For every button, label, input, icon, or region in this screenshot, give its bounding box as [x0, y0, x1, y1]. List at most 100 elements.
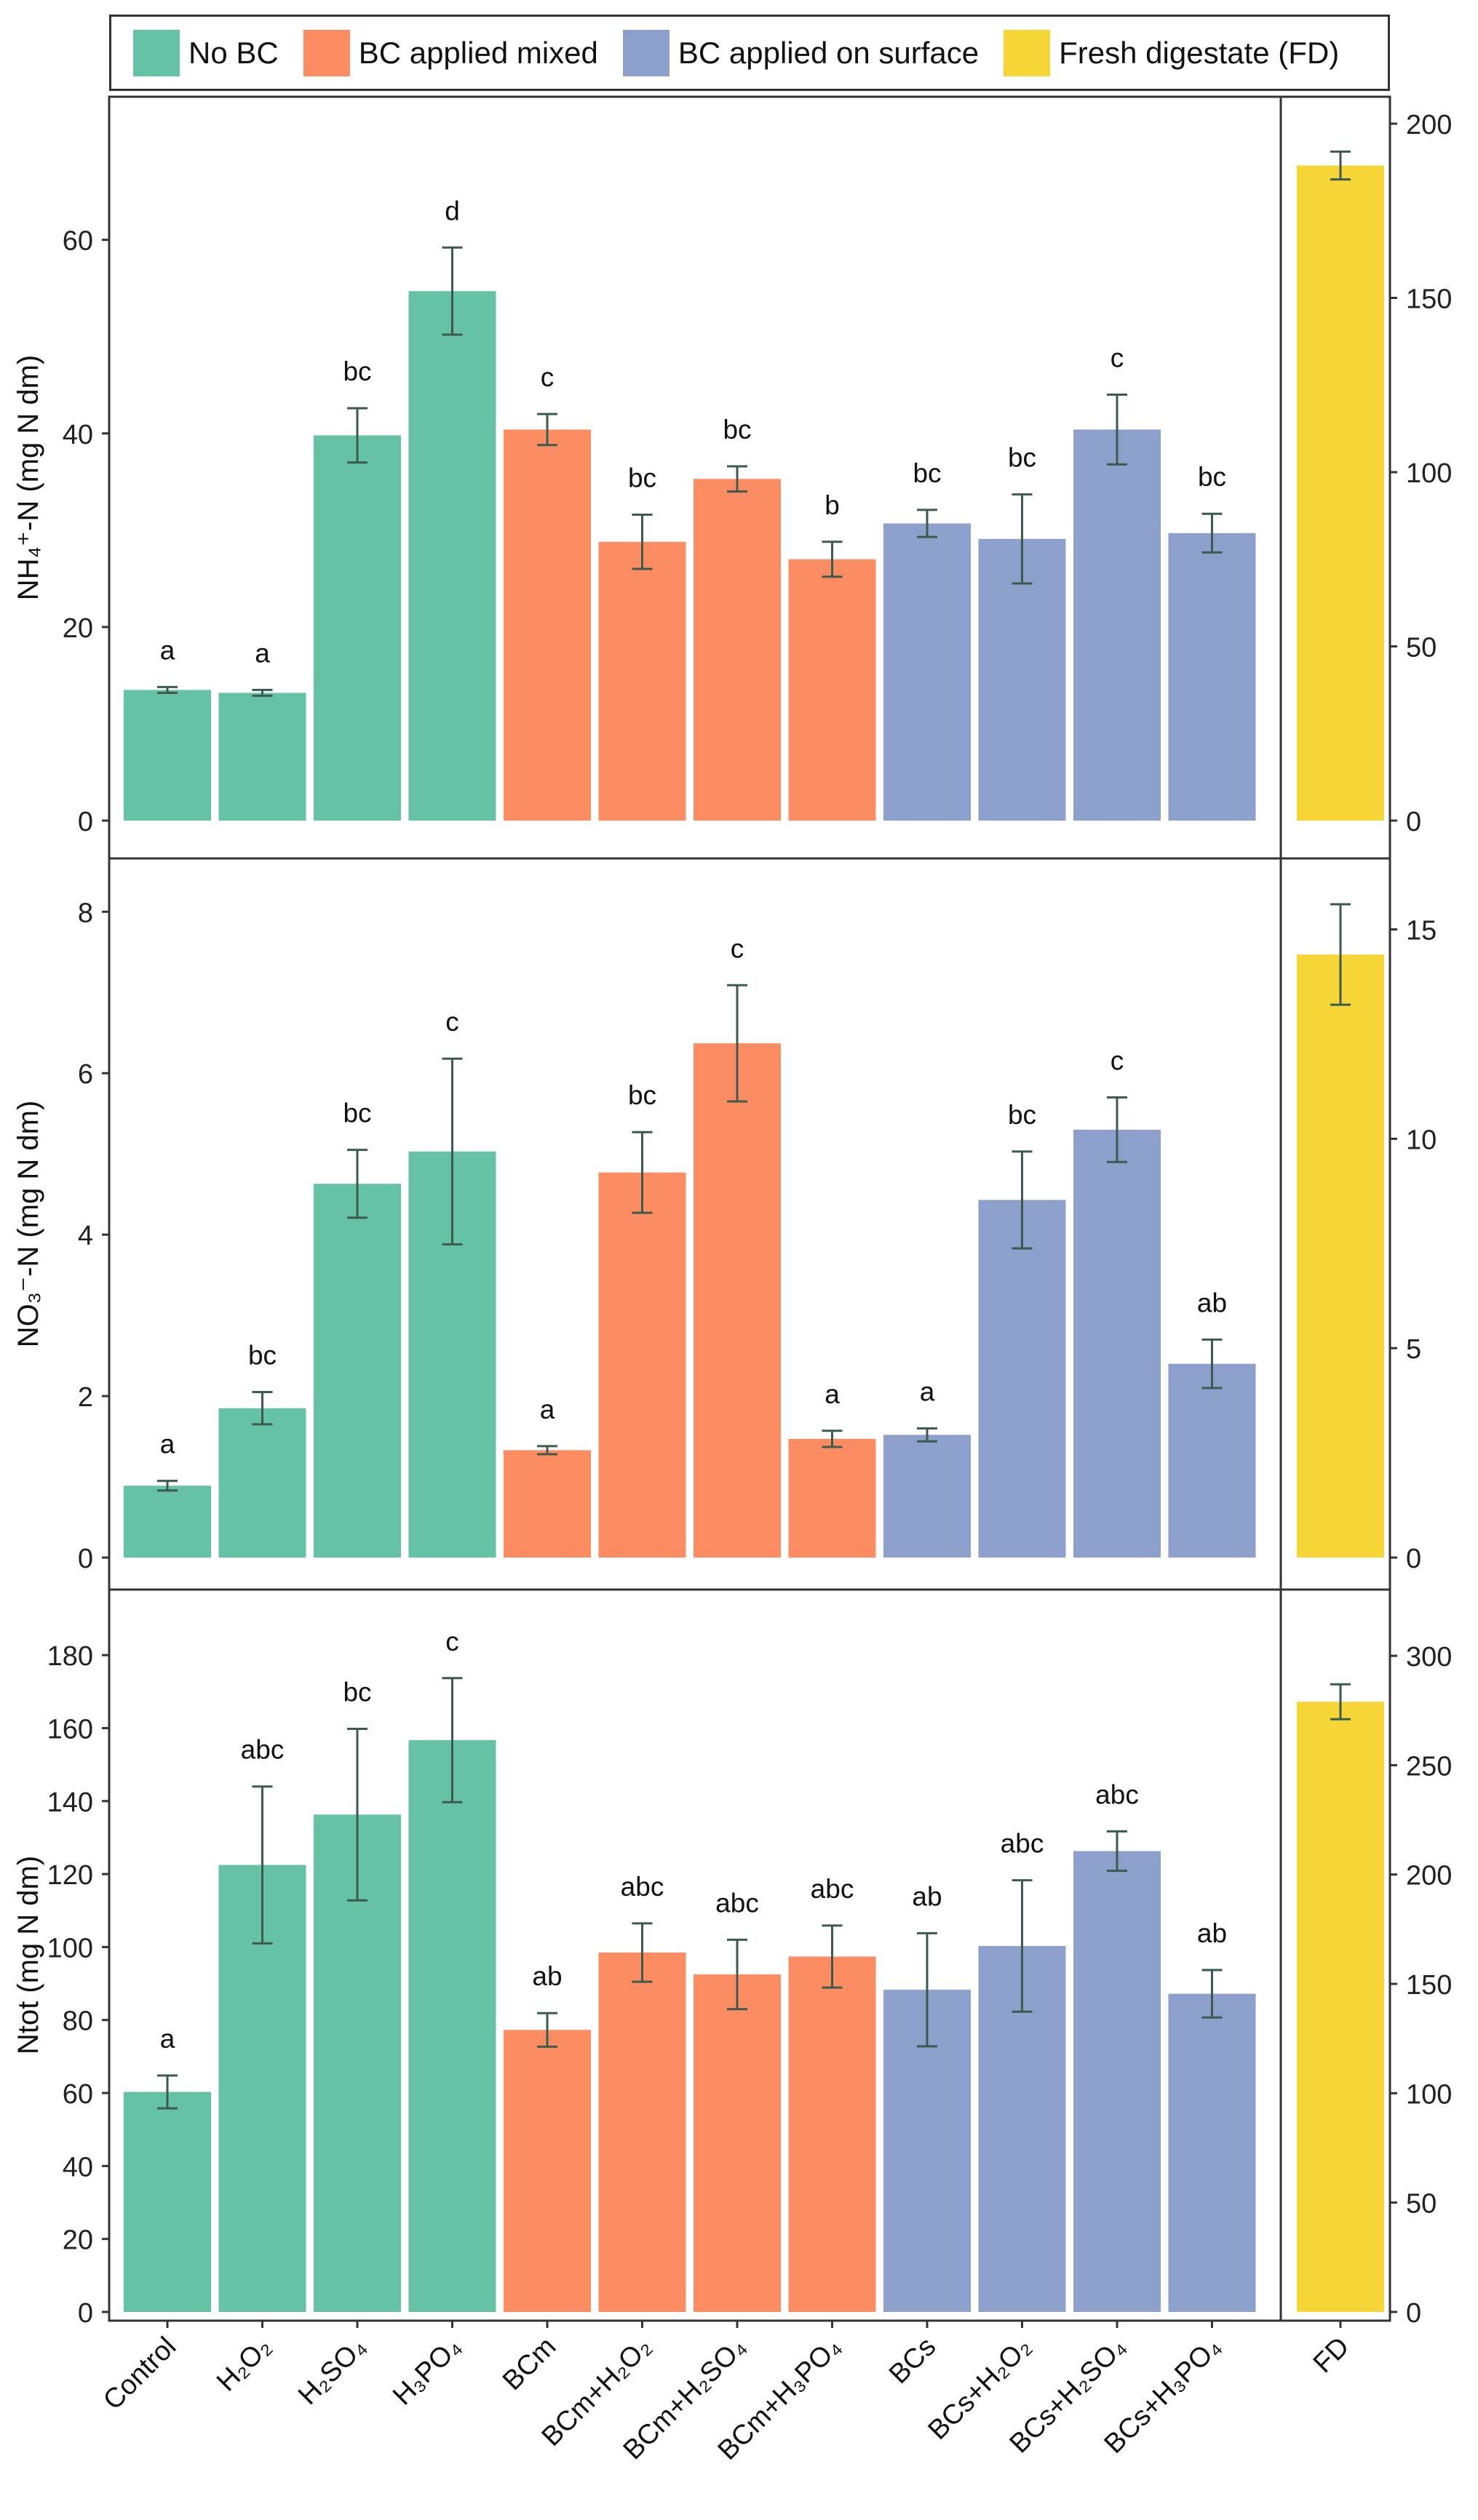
no3-bar-fd	[1297, 954, 1384, 1558]
ntot-bar-6	[598, 1952, 686, 2312]
xtick-label-fd: FD	[1308, 2332, 1356, 2380]
nh4-significance-letter: d	[445, 196, 460, 226]
no3-bar-6	[598, 1172, 686, 1558]
legend-label-fresh-digestate: Fresh digestate (FD)	[1059, 35, 1340, 70]
no3-significance-letter: a	[540, 1395, 555, 1424]
xtick-label: H₂O₂	[211, 2332, 277, 2398]
ntot-bar-11	[1073, 1851, 1161, 2312]
nh4-bar-6	[598, 541, 686, 821]
nh4-y2tick-label: 50	[1406, 633, 1437, 663]
no3-ytick-label: 8	[78, 898, 93, 928]
no3-significance-letter: bc	[343, 1098, 371, 1128]
no3-ytick-label: 4	[78, 1221, 93, 1251]
no3-significance-letter: a	[825, 1379, 840, 1409]
no3-bar-11	[1073, 1129, 1161, 1558]
ntot-panel-frame	[108, 1588, 1391, 2322]
no3-y2tick-label: 15	[1406, 916, 1437, 946]
nh4-y2tick-label: 100	[1406, 458, 1452, 489]
ntot-ytick-label: 0	[78, 2298, 93, 2329]
ntot-y2tick-label: 0	[1406, 2298, 1421, 2329]
legend-swatch-fresh-digestate	[1004, 29, 1051, 76]
xtick-label: Control	[98, 2332, 182, 2416]
no3-significance-letter: ab	[1197, 1288, 1227, 1317]
ntot-significance-letter: abc	[1095, 1779, 1139, 1809]
no3-ytick-label: 2	[78, 1382, 93, 1413]
xtick-label: H₃PO₄	[387, 2332, 467, 2412]
nh4-y2tick-label: 200	[1406, 110, 1452, 140]
ntot-y2tick-label: 150	[1406, 1970, 1452, 2001]
no3-bar-1	[124, 1486, 211, 1558]
ntot-significance-letter: ab	[532, 1961, 562, 1991]
nh4-bar-4	[408, 291, 496, 821]
ntot-bar-fd	[1297, 1702, 1384, 2312]
legend: No BC BC applied mixed BC applied on sur…	[109, 15, 1390, 91]
legend-label-bc-surface: BC applied on surface	[678, 35, 980, 70]
nh4-y2tick-label: 150	[1406, 284, 1452, 315]
nh4-significance-letter: bc	[913, 458, 941, 488]
no3-y2tick-label: 0	[1406, 1544, 1421, 1574]
ntot-significance-letter: bc	[343, 1677, 371, 1707]
no3-bar-7	[694, 1043, 781, 1558]
legend-swatch-bc-mixed	[303, 29, 350, 76]
ntot-significance-letter: a	[160, 2024, 175, 2054]
nh4-significance-letter: bc	[1008, 443, 1036, 473]
no3-ytick-label: 6	[78, 1059, 93, 1090]
no3-bar-12	[1168, 1363, 1256, 1558]
legend-label-no-bc: No BC	[188, 35, 279, 70]
ntot-ytick-label: 140	[47, 1787, 93, 1818]
nh4-bar-2	[218, 693, 306, 821]
no3-significance-letter: c	[445, 1007, 459, 1037]
nh4-bar-3	[314, 435, 401, 821]
ntot-bar-12	[1168, 1993, 1256, 2312]
nh4-ylabel: NH₄⁺-N (mg N dm)	[12, 355, 44, 600]
no3-significance-letter: c	[1111, 1046, 1124, 1076]
ntot-ytick-label: 160	[47, 1714, 93, 1745]
ntot-ylabel: Ntot (mg N dm)	[12, 1856, 44, 2054]
no3-significance-letter: bc	[628, 1080, 656, 1110]
ntot-ytick-label: 40	[63, 2152, 93, 2182]
ntot-y2tick-label: 300	[1406, 1642, 1452, 1672]
ntot-ytick-label: 20	[63, 2225, 93, 2256]
nh4-bar-11	[1073, 429, 1161, 821]
ntot-bar-1	[124, 2092, 211, 2312]
ntot-bar-7	[694, 1974, 781, 2312]
no3-ytick-label: 0	[78, 1544, 93, 1574]
legend-label-bc-mixed: BC applied mixed	[358, 35, 598, 70]
nh4-bar-1	[124, 690, 211, 821]
ntot-ytick-label: 80	[63, 2006, 93, 2037]
nh4-significance-letter: b	[825, 490, 840, 520]
nh4-bar-7	[694, 479, 781, 821]
ntot-significance-letter: ab	[1197, 1918, 1227, 1948]
ntot-ytick-label: 60	[63, 2079, 93, 2110]
no3-y2tick-label: 5	[1406, 1334, 1421, 1365]
ntot-bar-5	[504, 2030, 591, 2312]
no3-significance-letter: a	[160, 1430, 175, 1459]
ntot-significance-letter: abc	[715, 1888, 759, 1918]
no3-bar-8	[788, 1438, 876, 1558]
nh4-significance-letter: bc	[1198, 462, 1226, 492]
ntot-significance-letter: c	[445, 1627, 459, 1656]
ntot-significance-letter: ab	[912, 1881, 942, 1911]
legend-item-fresh-digestate: Fresh digestate (FD)	[1004, 29, 1340, 76]
xtick-label: H₂SO₄	[293, 2332, 372, 2411]
nh4-significance-letter: bc	[723, 415, 751, 444]
ntot-ytick-label: 180	[47, 1641, 93, 1672]
ntot-y2tick-label: 200	[1406, 1861, 1452, 1891]
no3-y2tick-label: 10	[1406, 1125, 1437, 1155]
no3-bar-10	[978, 1200, 1066, 1558]
ntot-significance-letter: abc	[1001, 1829, 1044, 1859]
no3-significance-letter: bc	[1008, 1100, 1036, 1130]
nh4-bar-10	[978, 538, 1066, 821]
nh4-bar-12	[1168, 533, 1256, 821]
nh4-ytick-label: 60	[63, 226, 93, 257]
no3-bar-3	[314, 1184, 401, 1558]
legend-swatch-no-bc	[133, 29, 180, 76]
ntot-ytick-label: 120	[47, 1860, 93, 1891]
nh4-significance-letter: bc	[628, 463, 656, 493]
nh4-bar-9	[883, 523, 971, 821]
nh4-bar-5	[504, 429, 591, 821]
nh4-bar-8	[788, 559, 876, 821]
ntot-significance-letter: abc	[811, 1874, 854, 1904]
no3-bar-9	[883, 1435, 971, 1558]
